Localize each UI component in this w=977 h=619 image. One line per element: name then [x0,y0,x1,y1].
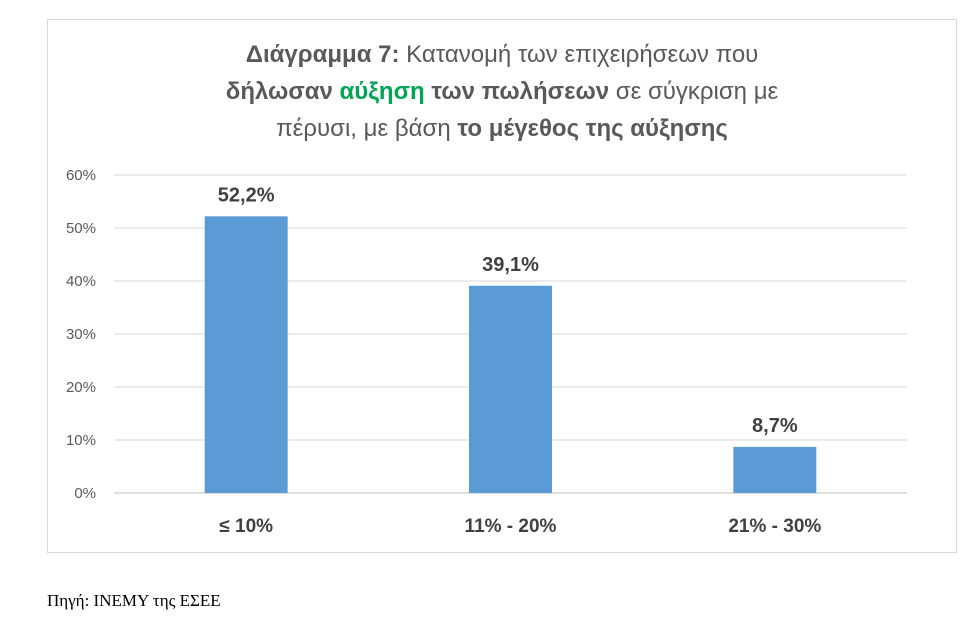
chart-frame: Διάγραμμα 7: Κατανομή των επιχειρήσεων π… [47,19,957,553]
y-tick-label: 20% [66,379,96,396]
x-tick-label: 21% - 30% [728,516,821,537]
chart-title-bold-text: των πωλήσεων [424,78,610,105]
y-tick-label: 40% [66,273,96,290]
chart-title-text: πέρυσι, με βάση [276,115,458,142]
data-label: 8,7% [752,415,798,437]
chart-title-text: Κατανομή των επιχειρήσεων που [399,41,759,68]
bar [733,446,817,493]
data-label: 52,2% [218,184,275,206]
y-tick-label: 30% [66,326,96,343]
chart-title-number: Διάγραμμα 7: [245,41,400,68]
source-note: Πηγή: ΙΝΕΜΥ της ΕΣΕΕ [47,591,221,610]
data-label: 39,1% [482,254,539,276]
y-tick-label: 0% [74,485,96,502]
chart-title-bold-text: το μέγεθος της αύξησης [457,115,728,142]
bar [204,216,288,493]
x-tick-label: 11% - 20% [465,516,557,537]
bar [469,285,552,493]
y-tick-label: 10% [66,432,96,449]
y-tick-label: 60% [66,167,96,184]
chart-title-line-3: πέρυσι, με βάση το μέγεθος της αύξησης [48,110,956,147]
chart-title-line-1: Διάγραμμα 7: Κατανομή των επιχειρήσεων π… [48,36,956,73]
chart-title-highlight: αύξηση [339,78,425,105]
chart-title: Διάγραμμα 7: Κατανομή των επιχειρήσεων π… [48,36,956,147]
bar-chart: 0% 10% 20% 30% 40% 50% 60% 52,2% ≤ 10% 39,1% 11% -… [66,167,907,537]
chart-title-bold-text: δήλωσαν [225,78,340,105]
x-tick-label: ≤ 10% [219,516,273,537]
chart-title-line-2: δήλωσαν αύξηση των πωλήσεων σε σύγκριση … [48,73,956,110]
chart-title-text: σε σύγκριση με [609,78,779,105]
y-tick-label: 50% [66,220,96,237]
